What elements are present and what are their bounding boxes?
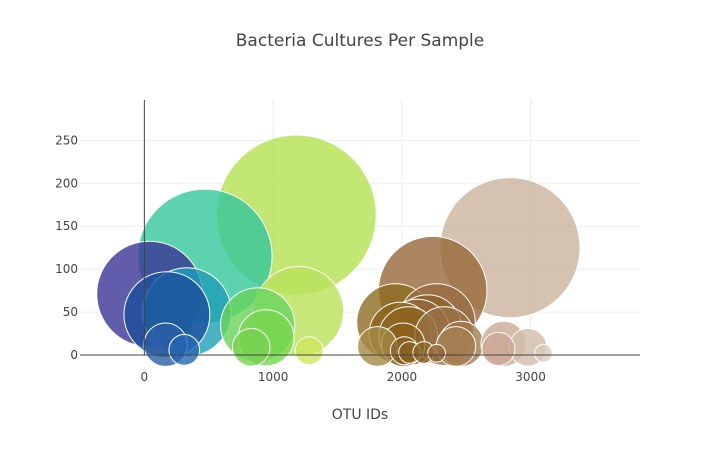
bubble-marker: [231, 327, 271, 367]
bubble-marker: [168, 333, 201, 366]
y-tick-label: 150: [55, 219, 78, 233]
y-tick-label: 100: [55, 262, 78, 276]
x-tick-label: 3000: [515, 370, 546, 384]
axis-lines: [80, 100, 640, 356]
bubble-markers: [96, 134, 581, 367]
y-tick-label: 250: [55, 133, 78, 147]
bubble-marker: [481, 331, 516, 367]
bubble-marker: [427, 343, 446, 363]
y-tick-label: 200: [55, 176, 78, 190]
x-tick-label: 0: [141, 370, 149, 384]
y-tick-label: 50: [63, 305, 78, 319]
y-tick-label: 0: [70, 348, 78, 362]
x-axis-title: OTU IDs: [331, 407, 389, 423]
x-tick-label: 2000: [387, 370, 418, 384]
chart-title: Bacteria Cultures Per Sample: [235, 31, 485, 51]
tick-labels: 0 50 100 150 200 250 0 1000 2000 3000: [55, 133, 546, 384]
bubble-marker: [534, 343, 553, 363]
x-tick-label: 1000: [258, 370, 289, 384]
bubble-marker: [294, 336, 324, 366]
